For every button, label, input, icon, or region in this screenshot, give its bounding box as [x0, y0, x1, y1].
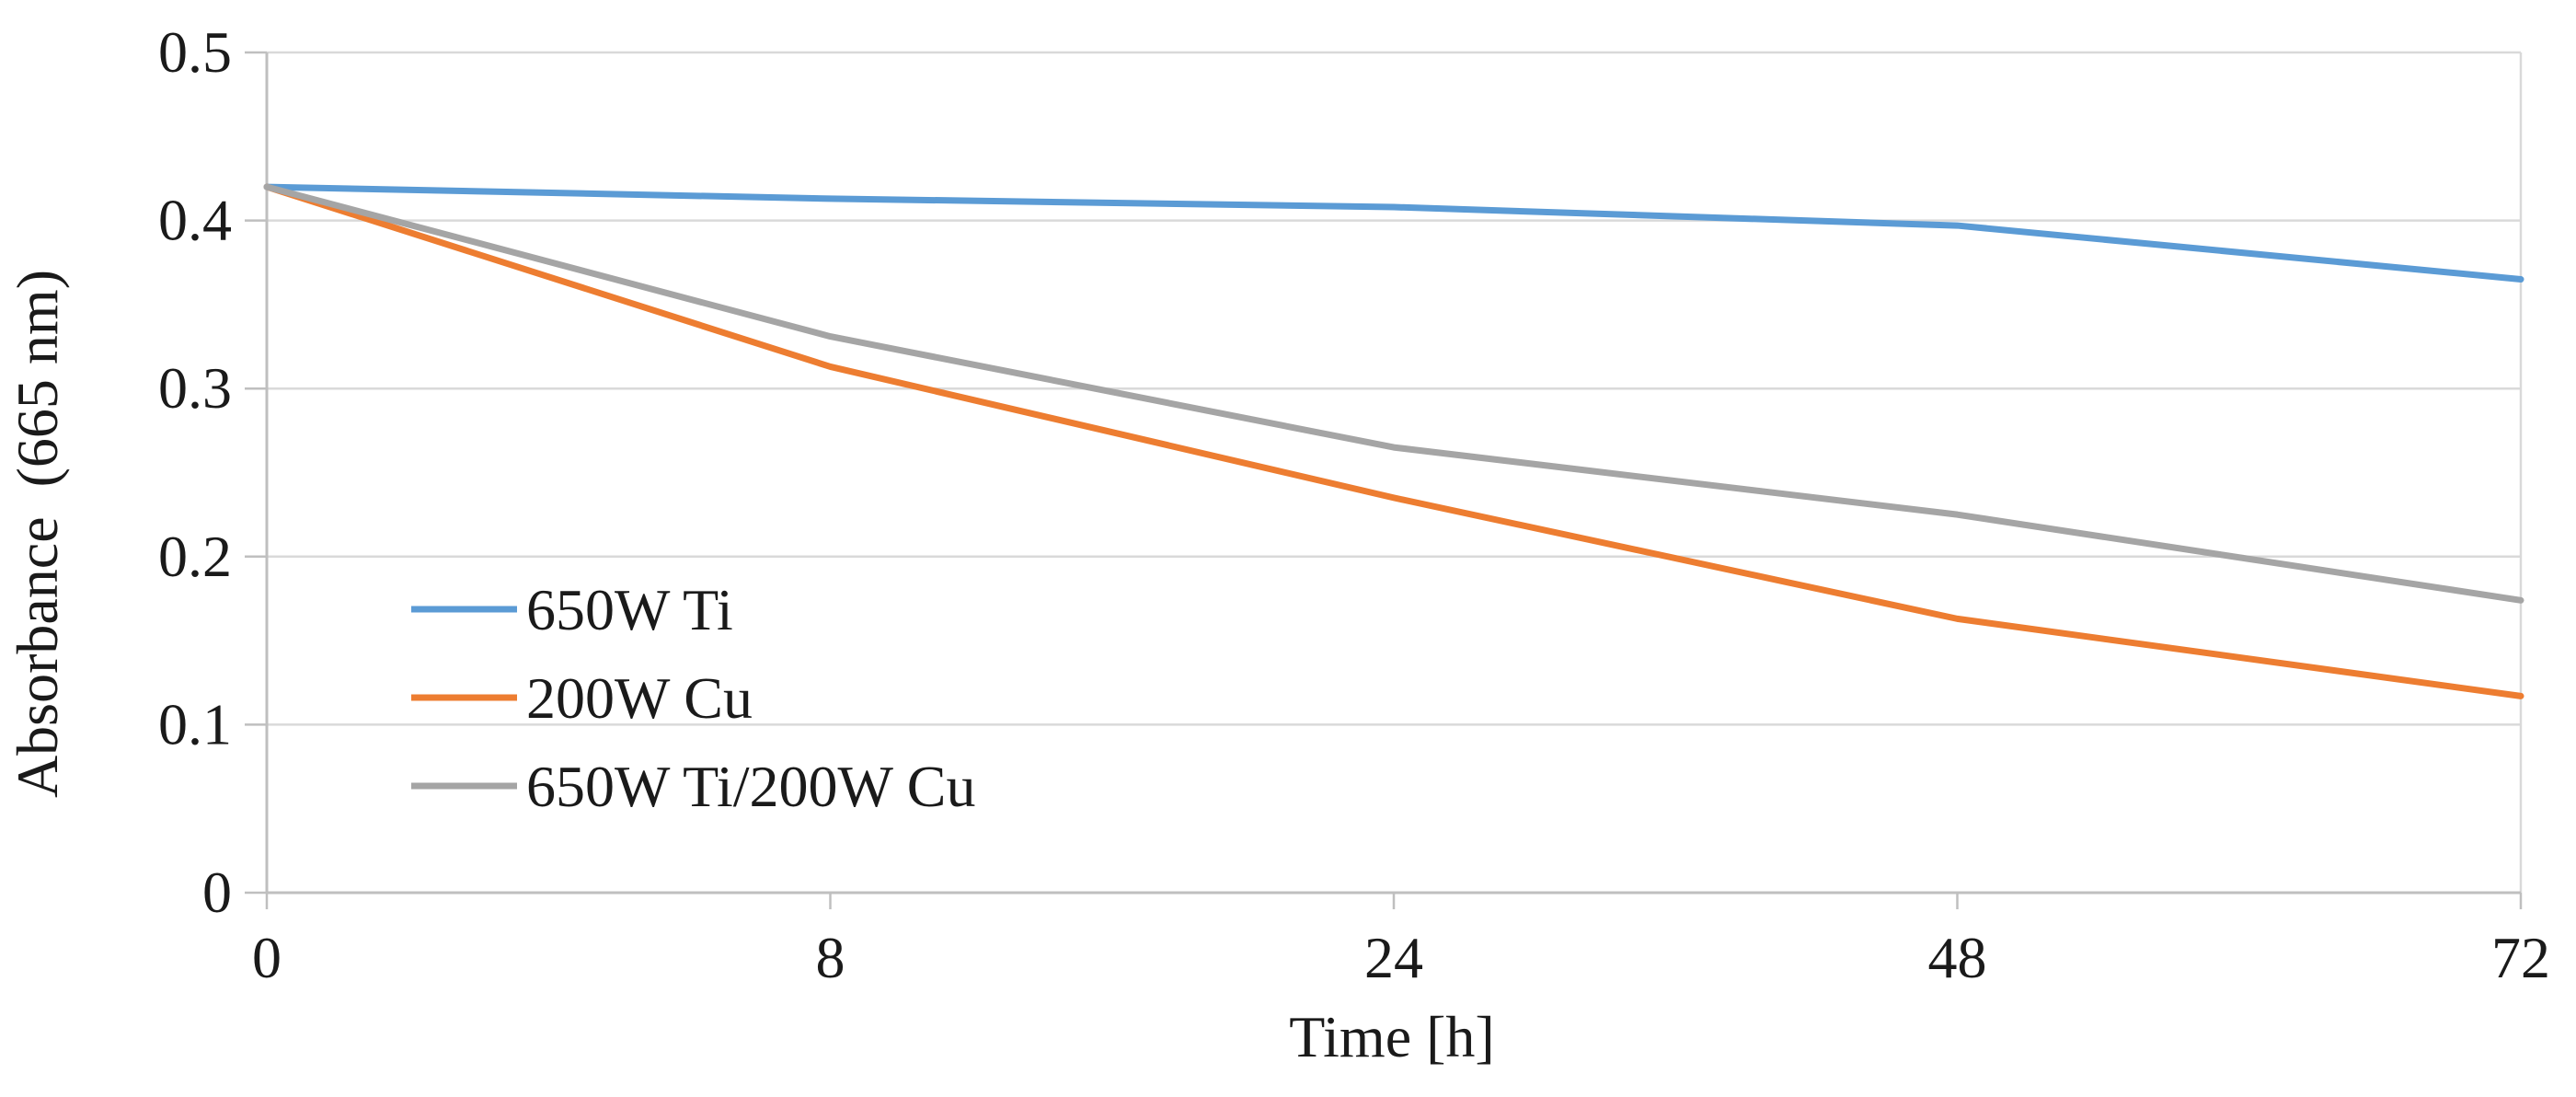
y-tick-label: 0.1 [158, 691, 232, 756]
y-tick-label: 0.2 [158, 524, 232, 589]
axes [245, 51, 2523, 909]
series-lines [263, 183, 2524, 699]
x-tick-label: 0 [252, 925, 282, 990]
x-tick-label: 48 [1928, 925, 1987, 990]
y-tick-label: 0.5 [158, 19, 232, 85]
x-axis-title: Time [h] [1289, 1004, 1494, 1069]
series-line [263, 183, 2524, 699]
y-axis-title: Absorbance (665 nm) [5, 270, 70, 798]
y-tick-labels: 0 0.1 0.2 0.3 0.4 0.5 [158, 19, 232, 925]
x-tick-label: 72 [2491, 925, 2550, 990]
series-line [263, 183, 2524, 604]
legend-label: 650W Ti [526, 577, 733, 642]
series-line [263, 183, 2524, 283]
y-tick-label: 0.3 [158, 355, 232, 421]
legend-label: 650W Ti/200W Cu [526, 754, 975, 819]
legend: 650W Ti 200W Cu 650W Ti/200W Cu [411, 577, 975, 819]
y-tick-label: 0 [202, 860, 232, 925]
gridlines [267, 51, 2523, 893]
x-tick-label: 8 [816, 925, 845, 990]
x-tick-label: 24 [1364, 925, 1423, 990]
x-tick-labels: 0 8 24 48 72 [252, 925, 2550, 990]
legend-label: 200W Cu [526, 665, 753, 731]
y-tick-label: 0.4 [158, 188, 232, 253]
